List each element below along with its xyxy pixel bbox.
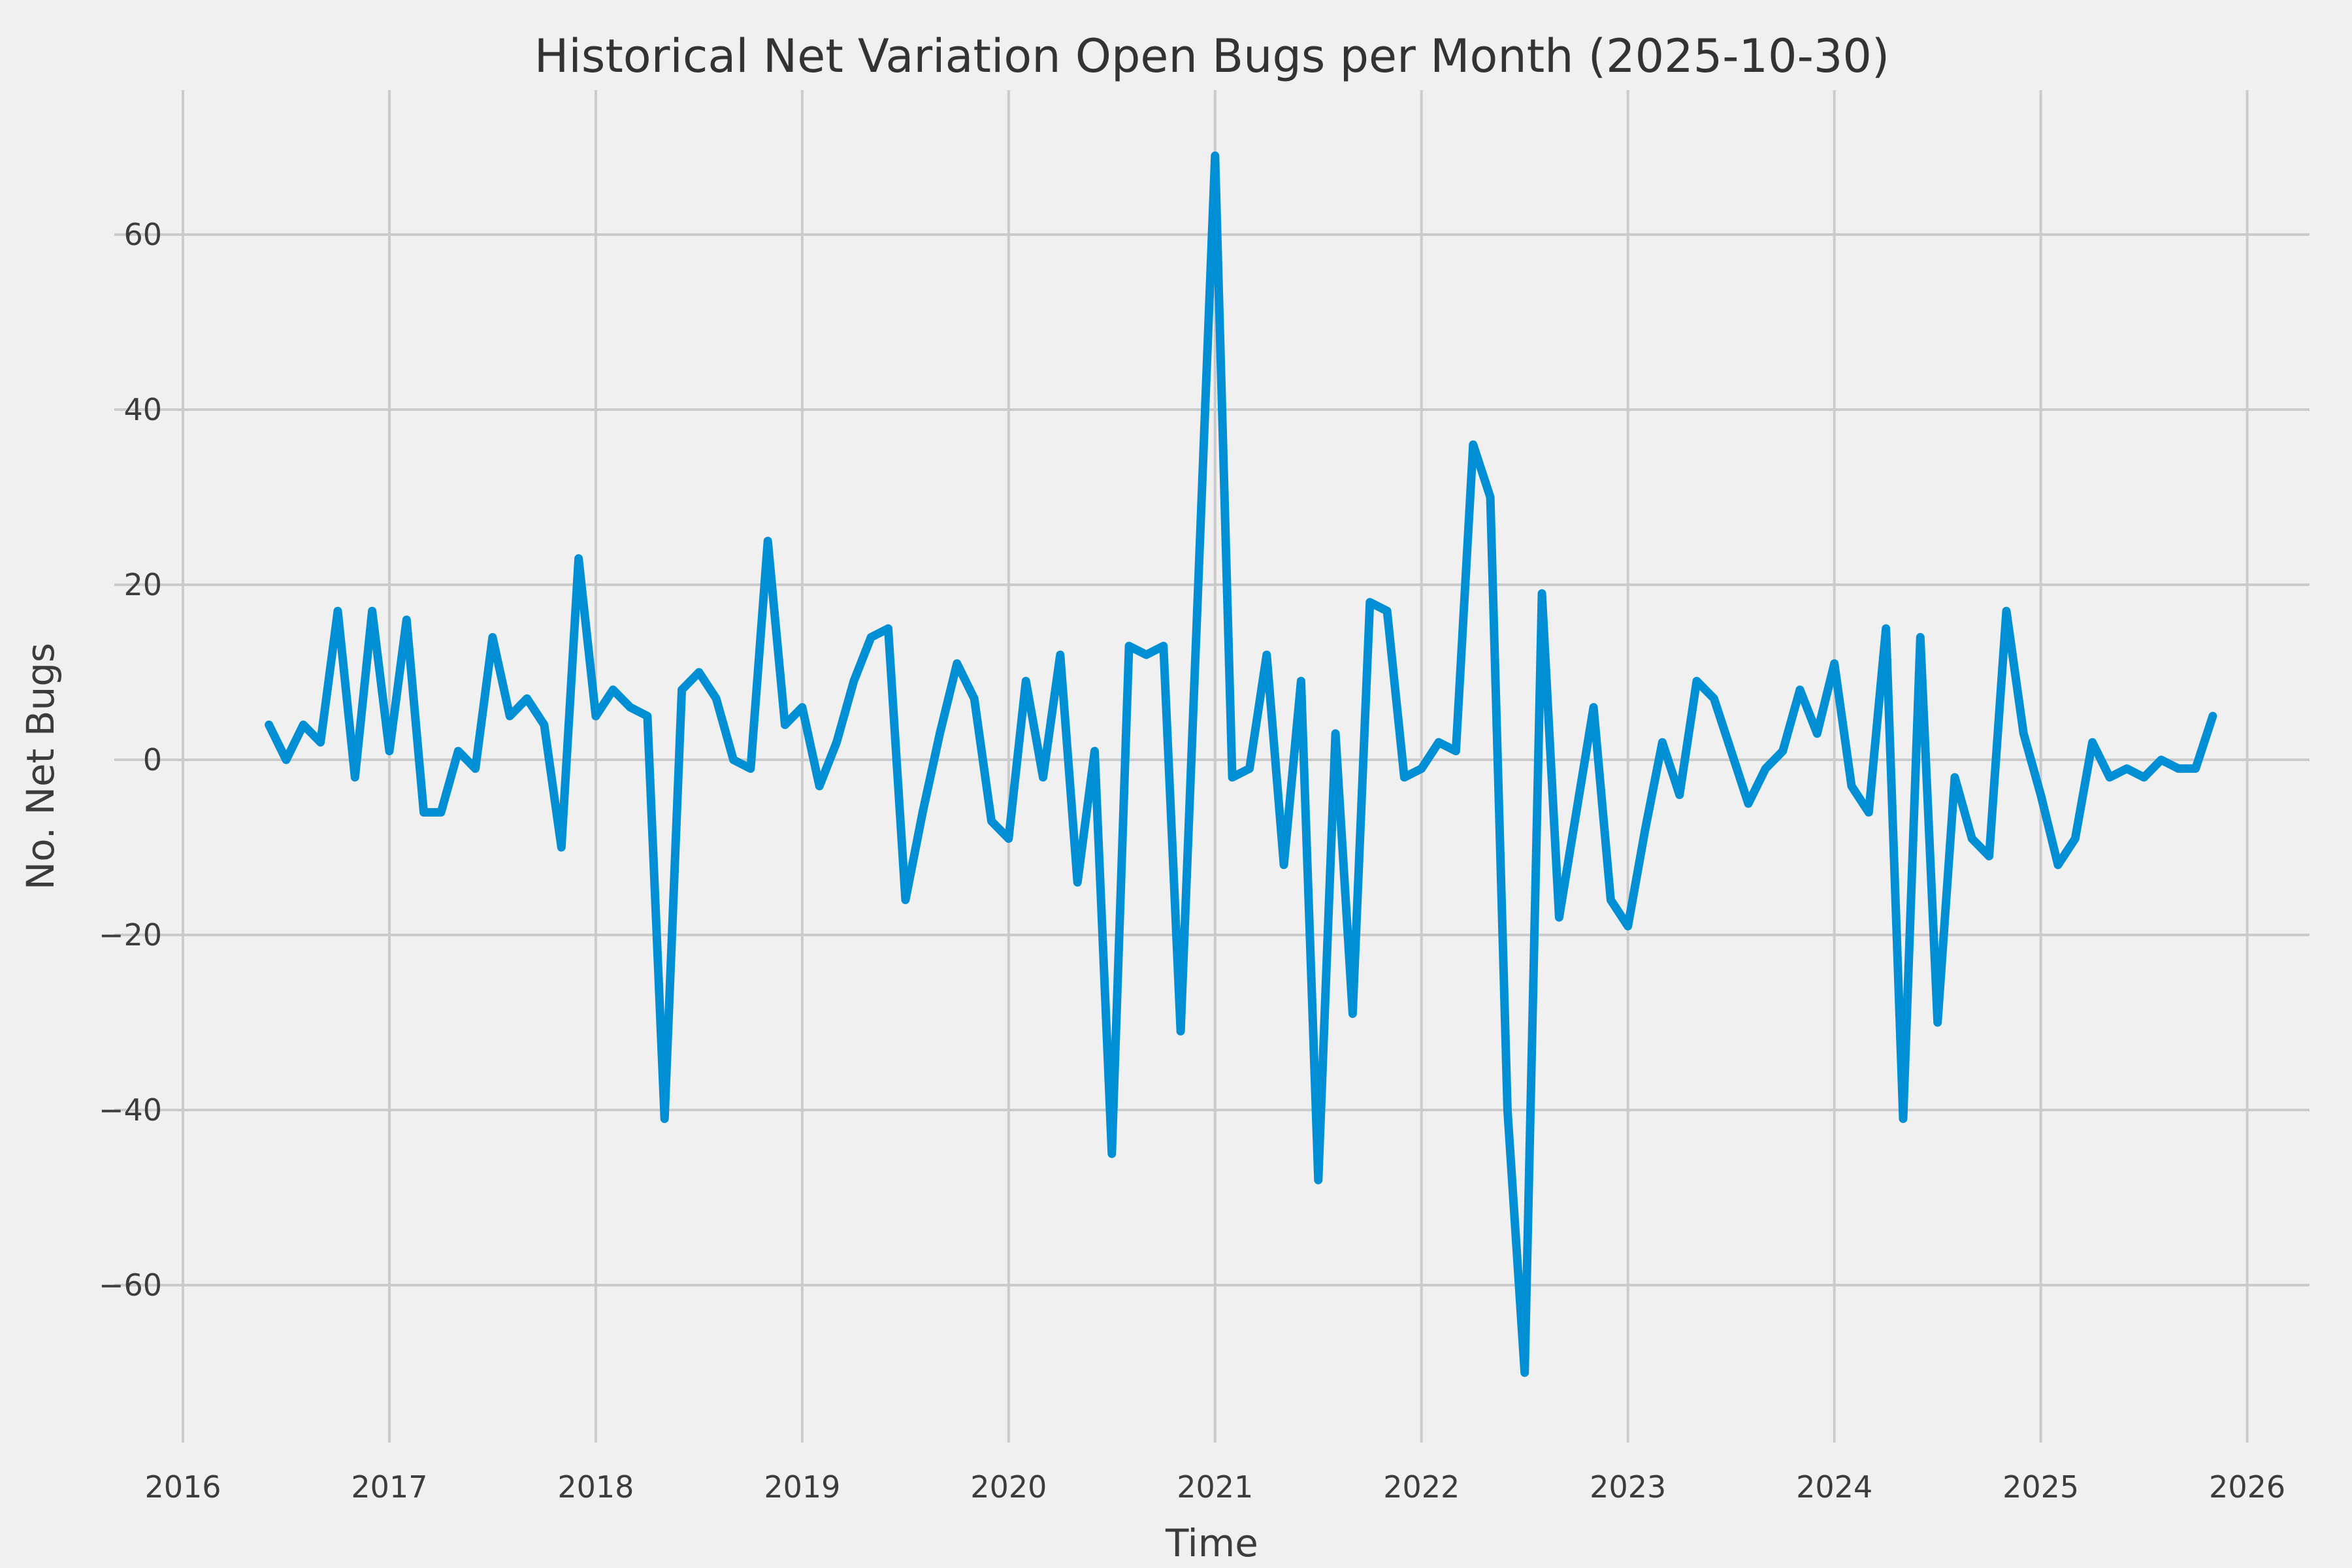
- x-tick-label: 2022: [1383, 1469, 1460, 1505]
- x-tick-label: 2016: [144, 1469, 221, 1505]
- x-axis-label: Time: [1165, 1521, 1258, 1565]
- x-tick-label: 2021: [1177, 1469, 1253, 1505]
- y-tick-label: 40: [123, 392, 162, 427]
- y-tick-label: 20: [123, 567, 162, 602]
- y-tick-label: −20: [99, 917, 162, 953]
- x-tick-label: 2017: [351, 1469, 427, 1505]
- x-tick-label: 2018: [557, 1469, 634, 1505]
- y-tick-label: −60: [99, 1267, 162, 1303]
- x-tick-label: 2019: [764, 1469, 840, 1505]
- x-tick-label: 2025: [2002, 1469, 2079, 1505]
- x-axis-tick-labels: 2016 2017 2018 2019 2020 2021 2022 2023 2024 2025…: [144, 1469, 2285, 1505]
- y-axis-tick-labels: 60 40 20 0 −20 −40 −60: [99, 217, 162, 1303]
- net-bugs-series-line: [265, 151, 2217, 1377]
- x-tick-label: 2024: [1796, 1469, 1872, 1505]
- y-tick-label: 60: [123, 217, 162, 252]
- x-tick-label: 2023: [1590, 1469, 1666, 1505]
- y-tick-label: −40: [99, 1092, 162, 1128]
- x-tick-label: 2020: [970, 1469, 1047, 1505]
- x-tick-label: 2026: [2209, 1469, 2285, 1505]
- chart-title: Historical Net Variation Open Bugs per M…: [534, 29, 1889, 83]
- y-axis-label: No. Net Bugs: [18, 643, 63, 890]
- y-tick-label: 0: [143, 742, 162, 777]
- vertical-gridlines: [182, 90, 2249, 1443]
